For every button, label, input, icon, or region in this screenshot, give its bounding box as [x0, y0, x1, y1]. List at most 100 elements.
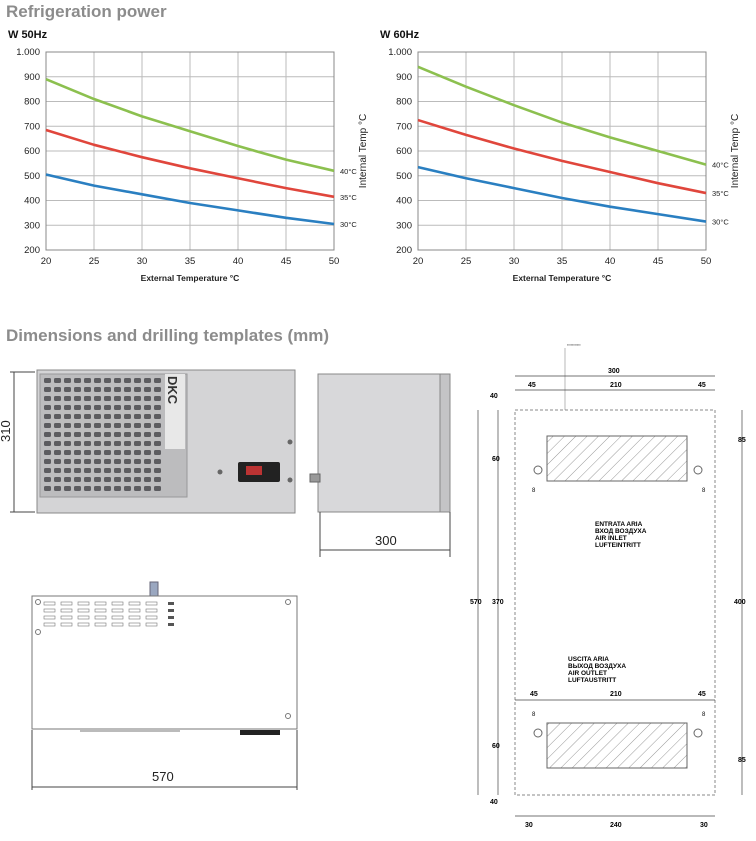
vent-hole	[114, 477, 121, 482]
vent-hole	[54, 414, 61, 419]
dim-210b: 210	[610, 691, 622, 698]
vent-slot	[43, 622, 56, 627]
svg-text:ВЫХОД ВОЗДУХА: ВЫХОД ВОЗДУХА	[568, 663, 626, 670]
vent-hole	[74, 387, 81, 392]
y-tick-label: 300	[24, 220, 40, 231]
vent-hole	[124, 486, 131, 491]
vent-hole	[154, 486, 161, 491]
vent-hole	[84, 477, 91, 482]
dim-45a: 45	[528, 382, 536, 389]
vent-hole	[124, 432, 131, 437]
vent-hole	[54, 468, 61, 473]
vent-hole	[154, 387, 161, 392]
vent-hole	[44, 450, 51, 455]
front-height-label: 310	[0, 420, 13, 442]
dim-40-top: 40	[490, 393, 498, 400]
vent-hole	[124, 387, 131, 392]
dim-240: 240	[610, 822, 622, 829]
vent-hole	[44, 486, 51, 491]
dim-210a: 210	[610, 382, 622, 389]
vent-hole	[124, 450, 131, 455]
hole-d8b: 8	[702, 488, 706, 494]
vent-hole	[44, 423, 51, 428]
series-label: 40°C	[712, 161, 729, 170]
vent-hole	[64, 450, 71, 455]
x-tick-label: 20	[41, 256, 52, 267]
vent-hole	[124, 378, 131, 383]
vent-hole	[144, 486, 151, 491]
dim-370: 370	[492, 599, 504, 606]
dimensions-title: Dimensions and drilling templates (mm)	[6, 326, 330, 345]
vent-hole	[114, 396, 121, 401]
vent-hole	[84, 396, 91, 401]
vent-hole	[84, 378, 91, 383]
x-axis-label: External Temperature °C	[141, 273, 240, 283]
series-label: 30°C	[340, 220, 357, 229]
vent-hole	[94, 378, 101, 383]
vent-hole	[104, 405, 111, 410]
vent-hole	[154, 468, 161, 473]
y-tick-label: 900	[396, 72, 412, 83]
top-width-label: 570	[152, 769, 174, 784]
vent-hole	[84, 414, 91, 419]
vent-hole	[144, 405, 151, 410]
vent-hole	[74, 378, 81, 383]
vent-hole	[154, 459, 161, 464]
vent-hole	[54, 405, 61, 410]
vent-hole	[44, 432, 51, 437]
svg-text:AIR INLET: AIR INLET	[595, 535, 627, 542]
vent-hole	[114, 432, 121, 437]
vent-hole	[44, 477, 51, 482]
brand-logo: DKC	[165, 376, 180, 405]
x-tick-label: 30	[509, 256, 520, 267]
hole-d8d: 8	[702, 712, 706, 718]
vent-hole	[44, 405, 51, 410]
vent-hole	[44, 414, 51, 419]
vent-hole	[44, 468, 51, 473]
vent-hole	[134, 450, 141, 455]
vent-hole	[64, 477, 71, 482]
vent-hole	[124, 405, 131, 410]
vent-hole	[64, 486, 71, 491]
hole-d8a: 8	[532, 488, 536, 494]
vent-hole	[64, 441, 71, 446]
series-label: 30°C	[712, 218, 729, 227]
vent-hole	[74, 396, 81, 401]
dim-85-top: 85	[738, 437, 746, 444]
vent-hole	[54, 396, 61, 401]
y-tick-label: 200	[396, 245, 412, 256]
vent-slot	[145, 608, 158, 613]
vent-slot	[77, 608, 90, 613]
vent-hole	[44, 459, 51, 464]
vent-slot	[43, 601, 56, 606]
series-line	[417, 118, 707, 195]
vent-hole	[74, 423, 81, 428]
vent-hole	[44, 396, 51, 401]
series-line	[417, 165, 707, 223]
svg-text:USCITA ARIA: USCITA ARIA	[568, 656, 609, 663]
vent-hole	[94, 486, 101, 491]
vent-slot	[77, 615, 90, 620]
chart-title: W 50Hz	[8, 29, 48, 41]
vent-slot	[60, 601, 73, 606]
vent-hole	[144, 396, 151, 401]
vent-hole	[84, 441, 91, 446]
vent-hole	[54, 486, 61, 491]
top-view-drawing: 570	[31, 581, 298, 790]
dim-30a: 30	[525, 822, 533, 829]
dim-570: 570	[470, 599, 482, 606]
vent-hole	[54, 459, 61, 464]
vent-hole	[54, 450, 61, 455]
vent-slot	[168, 609, 174, 612]
vent-slot	[94, 615, 107, 620]
vent-hole	[124, 477, 131, 482]
vent-slot	[145, 601, 158, 606]
vent-hole	[94, 468, 101, 473]
vent-hole	[104, 378, 111, 383]
vent-slot	[168, 602, 174, 605]
vent-hole	[134, 432, 141, 437]
y-tick-label: 500	[396, 171, 412, 182]
vent-hole	[94, 414, 101, 419]
series-label: 40°C	[340, 167, 357, 176]
vent-slot	[145, 615, 158, 620]
